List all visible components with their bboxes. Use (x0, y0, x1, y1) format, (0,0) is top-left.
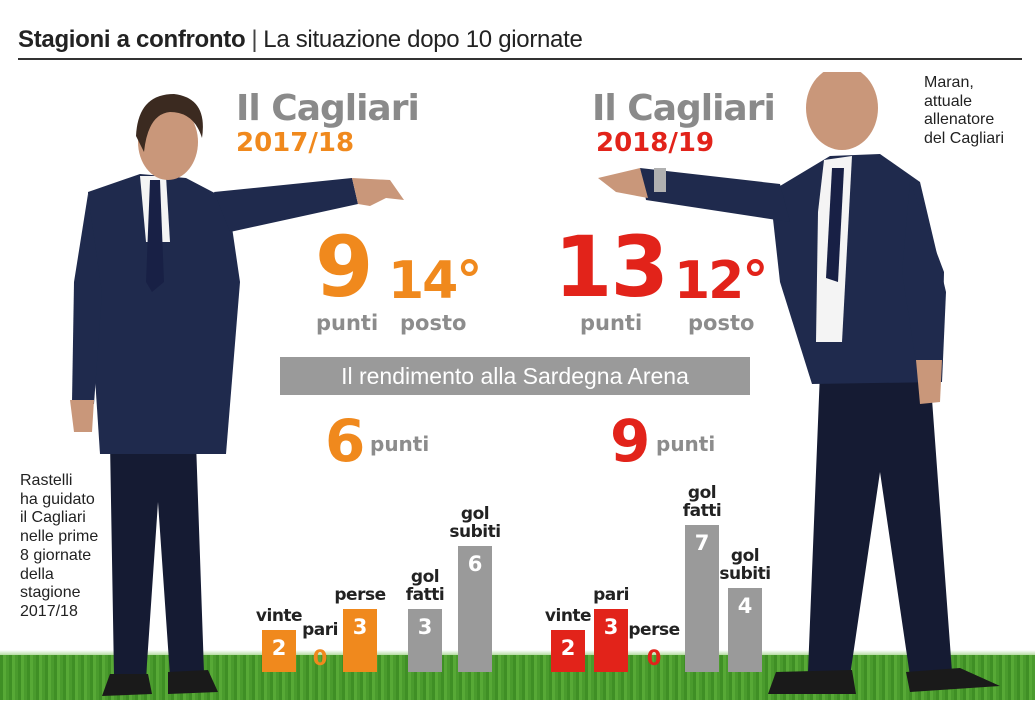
left-note: Rastelli ha guidato il Cagliari nelle pr… (20, 472, 98, 622)
left-bar-2 (343, 609, 377, 672)
left-points-unit: punti (316, 311, 379, 335)
right-bar-label-word: vinte (544, 606, 592, 626)
right-bar-0 (551, 630, 585, 672)
left-position-value: 14° (388, 251, 482, 311)
home-performance-banner: Il rendimento alla Sardegna Arena (280, 357, 750, 395)
right-bar-value-4: 4 (737, 594, 753, 618)
left-note-line: stagione (20, 584, 81, 602)
right-bar-label-2: perse (617, 620, 691, 640)
coach-right-photo (598, 72, 1000, 694)
left-note-line: Rastelli (20, 472, 73, 489)
left-bar-label-3: gol fatti (388, 567, 462, 605)
header-separator: | (251, 26, 258, 53)
left-bar-label-word: pari (302, 620, 338, 640)
left-team-title: Il Cagliari (236, 88, 420, 129)
right-home-points-unit: punti (656, 432, 716, 456)
right-bar-4 (728, 588, 762, 672)
right-note-line: allenatore (924, 111, 995, 129)
left-note-line: 8 giornate (20, 546, 92, 564)
left-bar-label-word: subiti (449, 521, 501, 542)
left-bar-label-word: fatti (405, 584, 445, 605)
right-note-line: Maran, (924, 74, 974, 91)
right-bar-label-3: gol fatti (665, 483, 739, 521)
left-bar-3 (408, 609, 442, 672)
right-bar-value-1: 3 (603, 615, 619, 639)
right-bar-value-3: 7 (694, 531, 710, 555)
header-title: Stagioni a confronto | La situazione dopo … (18, 26, 583, 54)
right-bar-label-word: pari (593, 585, 629, 605)
bottom-strip (0, 700, 1035, 720)
left-points-value: 9 (315, 218, 373, 316)
header-title-rest: La situazione dopo 10 giornate (263, 26, 583, 53)
left-bar-label-word: vinte (255, 606, 303, 626)
left-bar-value-3: 3 (417, 615, 433, 639)
left-position-unit: posto (400, 311, 467, 335)
right-bar-label-word: gol (730, 546, 760, 566)
header-title-bold: Stagioni a confronto (18, 26, 246, 53)
left-note-line: della (20, 565, 54, 583)
right-bar-label-1: pari (574, 585, 648, 605)
right-bar-3 (685, 525, 719, 672)
right-position-unit: posto (688, 311, 755, 335)
right-note: Maran, attuale allenatore del Cagliari (924, 74, 1004, 149)
left-bar-label-4: gol subiti (438, 504, 512, 542)
coach-left-photo (70, 94, 404, 696)
left-bar-value-0: 2 (271, 636, 287, 660)
right-bar-label-word: subiti (719, 563, 771, 584)
left-home-points-unit: punti (370, 432, 430, 456)
right-points-unit: punti (580, 311, 643, 335)
right-season: 2018/19 (596, 128, 715, 158)
left-bar-label-word: gol (460, 504, 490, 524)
right-bar-label-4: gol subiti (708, 546, 782, 584)
left-note-line: ha guidato (20, 490, 95, 508)
right-home-points-value: 9 (610, 407, 650, 475)
right-bar-1 (594, 609, 628, 672)
left-bar-value-1: 0 (312, 646, 328, 670)
right-bar-value-0: 2 (560, 636, 576, 660)
left-bar-label-2: perse (323, 585, 397, 605)
left-note-line: nelle prime (20, 528, 99, 546)
left-bar-0 (262, 630, 296, 672)
left-bar-value-2: 3 (352, 615, 368, 639)
left-bar-label-0: vinte (242, 606, 316, 626)
right-note-line: del Cagliari (924, 130, 1005, 148)
banner-text: Il rendimento alla Sardegna Arena (341, 363, 689, 389)
left-note-line: 2017/18 (20, 603, 78, 621)
left-note-line: il Cagliari (20, 509, 86, 527)
right-position-value: 12° (674, 251, 768, 311)
left-season: 2017/18 (236, 128, 355, 158)
header-rule (18, 58, 1022, 60)
left-bar-4 (458, 546, 492, 672)
right-note-line: attuale (924, 92, 973, 110)
left-bar-label-1: pari (283, 620, 357, 640)
right-bar-label-word: fatti (682, 500, 722, 521)
right-bar-value-2: 0 (646, 646, 662, 670)
left-bar-label-word: perse (334, 585, 386, 605)
left-bar-label-word: gol (410, 567, 440, 587)
left-home-points-value: 6 (325, 407, 365, 475)
right-bar-label-word: gol (687, 483, 717, 503)
right-bar-label-word: perse (628, 620, 680, 640)
right-team-title: Il Cagliari (592, 88, 776, 129)
right-points-value: 13 (554, 218, 669, 316)
right-bar-label-0: vinte (531, 606, 605, 626)
left-bar-value-4: 6 (467, 552, 483, 576)
